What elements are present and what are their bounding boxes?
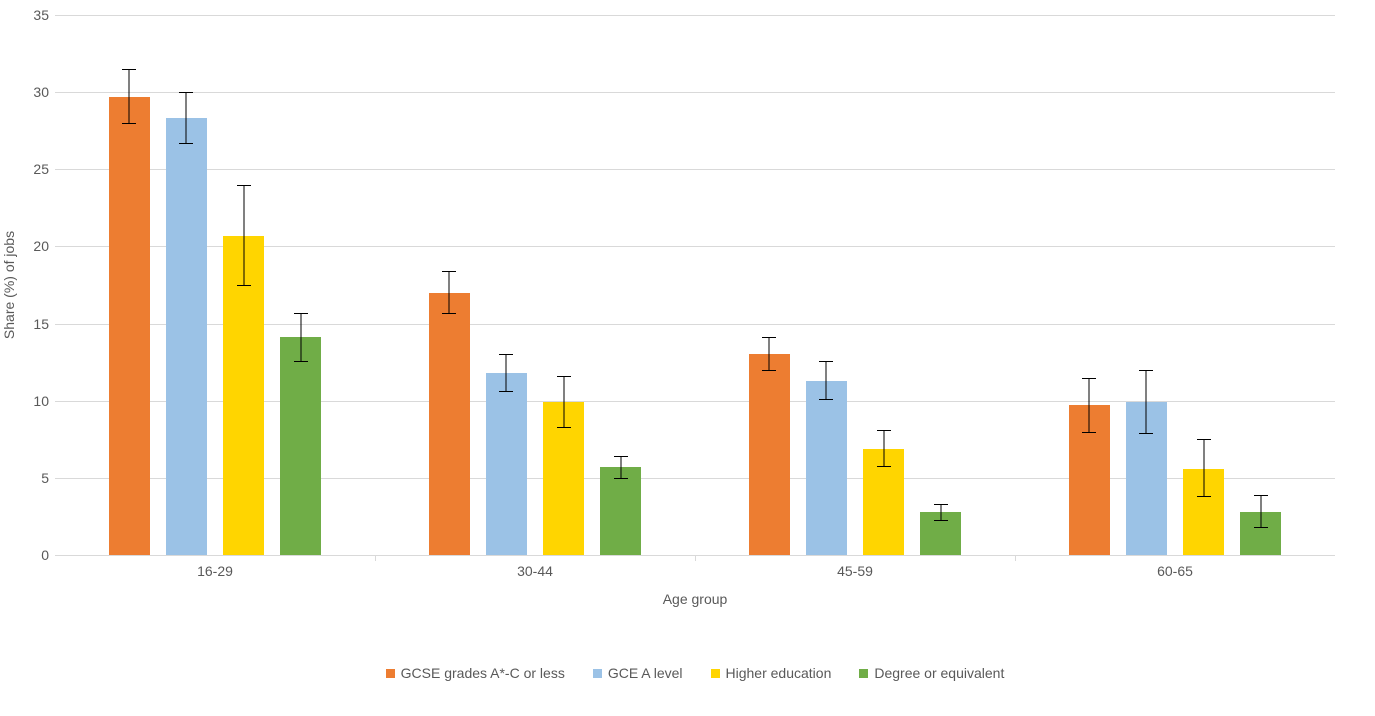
error-cap [762,337,776,338]
error-cap [442,271,456,272]
error-cap [1082,432,1096,433]
error-bar [769,337,770,369]
error-cap [1139,370,1153,371]
y-tick-label: 10 [33,393,55,409]
bar-alevel [486,373,526,555]
error-bar [506,354,507,391]
error-bar [1089,378,1090,432]
y-tick-label: 35 [33,7,55,23]
y-tick-label: 30 [33,84,55,100]
error-cap [614,456,628,457]
gridline [55,169,1335,170]
chart-container: 0510152025303516-2930-4445-5960-65 Share… [0,0,1375,716]
error-cap [1254,495,1268,496]
bar-alevel [166,118,206,555]
y-tick-label: 0 [41,547,55,563]
bar-degree [280,337,320,555]
error-cap [819,399,833,400]
x-tick-label: 60-65 [1157,555,1193,579]
error-cap [237,185,251,186]
error-cap [499,391,513,392]
legend-label: GCSE grades A*-C or less [401,665,565,681]
legend: GCSE grades A*-C or less GCE A level Highe… [55,665,1335,681]
x-axis-title: Age group [663,591,728,607]
bar-alevel [806,381,846,555]
error-bar [243,185,244,285]
error-bar [620,456,621,478]
error-cap [294,313,308,314]
legend-item-higher: Higher education [711,665,832,681]
bar-gcse [749,354,789,555]
error-bar [826,361,827,400]
error-bar [1203,439,1204,496]
x-tick-label: 16-29 [197,555,233,579]
error-cap [614,478,628,479]
x-tick-mark [695,555,696,561]
x-tick-label: 45-59 [837,555,873,579]
error-cap [499,354,513,355]
bar-gcse [429,293,469,555]
error-cap [179,143,193,144]
error-bar [940,504,941,519]
y-tick-label: 15 [33,316,55,332]
legend-swatch [593,669,602,678]
legend-item-alevel: GCE A level [593,665,683,681]
x-tick-mark [375,555,376,561]
legend-label: Higher education [726,665,832,681]
legend-label: Degree or equivalent [874,665,1004,681]
x-tick-label: 30-44 [517,555,553,579]
legend-swatch [386,669,395,678]
error-cap [122,69,136,70]
error-bar [883,430,884,465]
error-cap [877,430,891,431]
legend-swatch [711,669,720,678]
legend-item-degree: Degree or equivalent [859,665,1004,681]
y-tick-label: 20 [33,238,55,254]
error-bar [563,376,564,427]
x-tick-mark [1015,555,1016,561]
error-cap [442,313,456,314]
bar-degree [600,467,640,555]
legend-item-gcse: GCSE grades A*-C or less [386,665,565,681]
error-cap [1197,496,1211,497]
error-cap [934,520,948,521]
error-cap [762,370,776,371]
error-cap [1197,439,1211,440]
error-cap [557,427,571,428]
y-tick-label: 5 [41,470,55,486]
plot-area: 0510152025303516-2930-4445-5960-65 [55,15,1335,555]
y-axis-title: Share (%) of jobs [1,231,17,339]
error-bar [449,271,450,313]
gridline [55,92,1335,93]
legend-label: GCE A level [608,665,683,681]
bar-gcse [109,97,149,555]
error-bar [186,92,187,143]
error-cap [122,123,136,124]
error-cap [179,92,193,93]
error-cap [934,504,948,505]
error-bar [1260,495,1261,527]
error-bar [300,313,301,361]
error-cap [557,376,571,377]
error-cap [1082,378,1096,379]
error-bar [1146,370,1147,433]
legend-swatch [859,669,868,678]
error-cap [1254,527,1268,528]
gridline [55,15,1335,16]
y-tick-label: 25 [33,161,55,177]
error-bar [129,69,130,123]
error-cap [237,285,251,286]
error-cap [877,466,891,467]
error-cap [819,361,833,362]
error-cap [294,361,308,362]
error-cap [1139,433,1153,434]
